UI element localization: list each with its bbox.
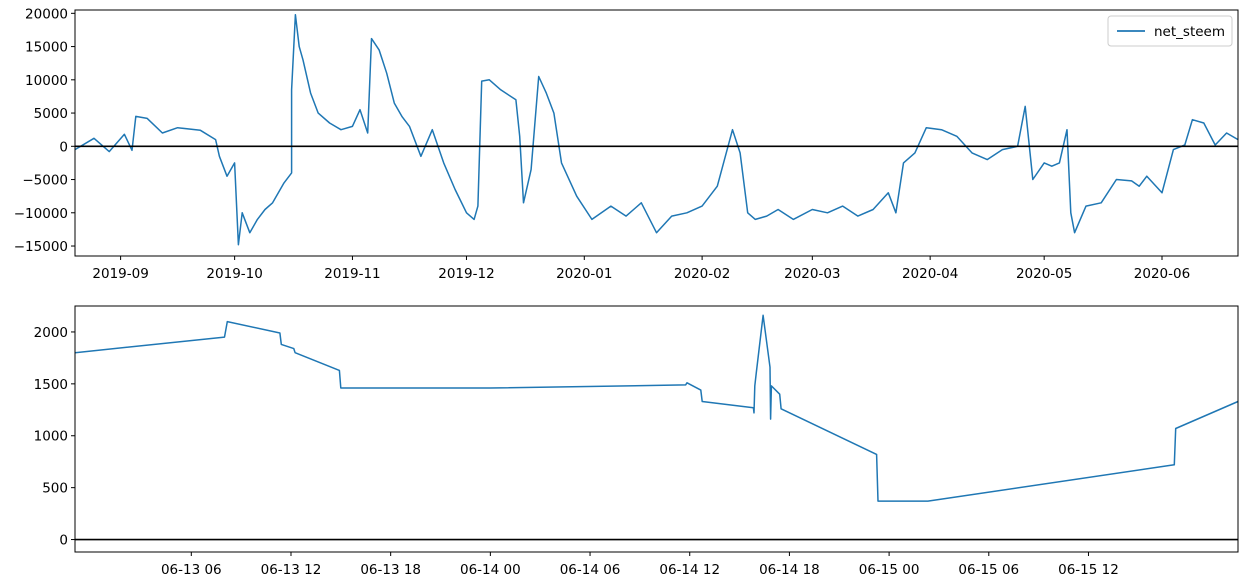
x-tick-label: 2020-03 [784,266,840,282]
x-tick-label: 2020-01 [556,266,612,282]
series-line-series-0 [75,314,1238,502]
y-tick-label: −5000 [22,173,68,189]
x-tick-label: 2019-09 [92,266,148,282]
y-tick-label: 10000 [25,73,68,89]
legend: net_steem [1107,15,1233,47]
x-tick-label: 06-15 12 [1058,562,1119,578]
x-tick-label: 2020-02 [674,266,730,282]
y-tick-label: 20000 [25,6,68,22]
axes-frame [74,305,1239,553]
x-tick-label: 06-13 06 [161,562,222,578]
x-tick-label: 2019-10 [206,266,262,282]
x-tick-label: 06-13 18 [360,562,421,578]
x-tick-label: 06-15 06 [958,562,1019,578]
y-tick-label: −15000 [14,239,68,255]
legend-label: net_steem [1154,24,1225,40]
x-tick-label: 2019-11 [324,266,380,282]
series-line-net_steem [75,13,1238,246]
x-tick-label: 2020-04 [902,266,958,282]
x-tick-label: 06-14 12 [659,562,720,578]
x-tick-label: 2019-12 [438,266,494,282]
x-tick-label: 06-14 18 [759,562,820,578]
y-tick-label: 2000 [34,325,68,341]
y-tick-label: 1000 [34,429,68,445]
x-tick-label: 2020-05 [1016,266,1072,282]
bottom-chart-zoomed: 0 500 1000 1500 2000 06-13 06 06-13 12 06-13 18… [34,305,1239,578]
y-tick-label: 1500 [34,377,68,393]
y-tick-label: −10000 [14,206,68,222]
x-tick-label: 06-15 00 [859,562,920,578]
y-tick-label: 15000 [25,40,68,56]
x-tick-label: 06-14 00 [460,562,521,578]
x-tick-label: 06-13 12 [261,562,322,578]
y-tick-label: 5000 [34,106,68,122]
x-tick-label: 2020-06 [1134,266,1190,282]
x-tick-label: 06-14 06 [560,562,621,578]
top-chart-net-steem: −15000 −10000 −5000 0 5000 10000 15000 20000 201… [14,6,1239,282]
y-tick-label: 0 [59,533,68,549]
y-tick-label: 500 [42,481,68,497]
axes-frame [74,9,1239,257]
y-tick-label: 0 [59,139,68,155]
